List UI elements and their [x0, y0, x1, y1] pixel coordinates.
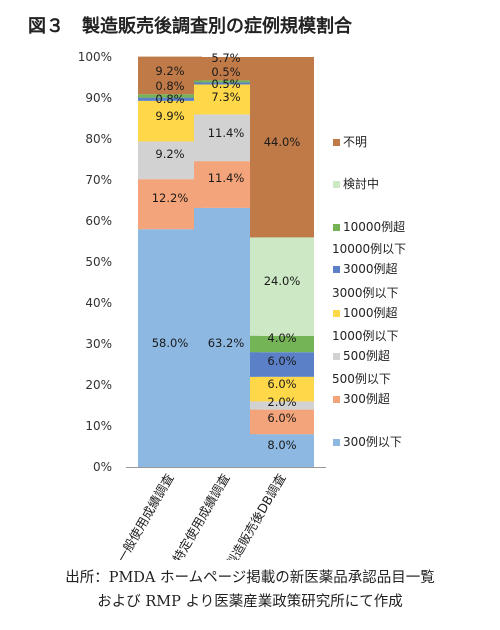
legend-label-upper: 3000例以下: [332, 286, 399, 300]
bar-segment: [194, 161, 258, 208]
data-label: 0.5%: [211, 77, 240, 91]
bar-segment: [250, 401, 314, 410]
legend-item: 1000例超 3000例以下: [332, 286, 399, 320]
legend-item: 3000例超 10000例以下: [332, 242, 406, 276]
data-label: 58.0%: [152, 336, 189, 350]
y-tick-label: 0%: [93, 460, 112, 474]
bars: 58.0%12.2%9.2%9.9%0.8%0.8%9.2%63.2%11.4%…: [138, 51, 314, 467]
data-label: 63.2%: [208, 336, 245, 350]
data-label: 0.8%: [155, 79, 184, 93]
bar-segment: [194, 57, 258, 81]
y-tick-label: 10%: [85, 419, 112, 433]
bar-stack: [250, 57, 314, 467]
data-label: 2.0%: [267, 395, 296, 409]
y-tick-label: 80%: [85, 132, 112, 146]
bar-segment: [138, 94, 202, 98]
legend-label: 10000例超: [343, 219, 405, 234]
legend-swatch: [333, 181, 340, 188]
x-category-label: 一般使用成績調査: [114, 471, 177, 560]
x-category-label: 製造販売後DB調査: [223, 471, 289, 560]
data-label: 0.8%: [155, 92, 184, 106]
data-label: 7.3%: [211, 90, 240, 104]
bar-segment: [194, 84, 258, 115]
data-label: 11.4%: [208, 126, 245, 140]
legend-swatch: [333, 310, 340, 317]
data-label: 6.0%: [267, 411, 296, 425]
bar-stack: [138, 56, 202, 467]
data-label: 5.7%: [211, 51, 240, 65]
legend-label: 不明: [343, 135, 367, 149]
data-label: 44.0%: [264, 135, 301, 149]
legend-swatch: [333, 439, 340, 446]
bar-segment: [250, 434, 314, 467]
bar-segment: [194, 80, 258, 83]
legend-item: 500例超 1000例以下: [332, 329, 399, 363]
legend-item: 検討中: [333, 176, 379, 191]
data-label: 9.2%: [155, 147, 184, 161]
bar-segment: [250, 237, 314, 336]
legend-item: 不明: [333, 135, 367, 149]
chart-title: 図３ 製造販売後調査別の症例規模割合: [28, 16, 352, 37]
legend-item: 300例以下: [333, 435, 402, 449]
legend-swatch: [333, 353, 340, 360]
bar-segment: [138, 229, 202, 467]
stacked-bar-chart: 0% 10% 20% 30% 40% 50% 60% 70% 80% 90% 100% 58.0% 1…: [78, 50, 407, 560]
data-label: 6.0%: [267, 377, 296, 391]
y-tick-label: 20%: [85, 378, 112, 392]
legend-label: 検討中: [343, 176, 379, 191]
data-label: 12.2%: [152, 191, 189, 205]
data-label: 9.9%: [155, 109, 184, 123]
data-label: 0.5%: [211, 65, 240, 79]
y-tick-label: 100%: [78, 50, 112, 64]
y-tick-label: 50%: [85, 255, 112, 269]
y-tick-label: 90%: [85, 91, 112, 105]
data-label: 24.0%: [264, 274, 301, 288]
y-tick-label: 30%: [85, 337, 112, 351]
bar-segment: [194, 114, 258, 162]
bar-segment: [138, 141, 202, 180]
y-tick-label: 70%: [85, 173, 112, 187]
bar-segment: [250, 57, 314, 238]
legend-label: 300例超: [343, 391, 390, 406]
data-label: 6.0%: [267, 354, 296, 368]
legend-item: 300例超 500例以下: [332, 372, 391, 406]
legend-swatch: [333, 139, 340, 146]
bar-segment: [250, 335, 314, 353]
bar-segment: [194, 82, 258, 85]
bar-segment: [250, 352, 314, 377]
bar-segment: [138, 100, 202, 142]
legend-swatch: [333, 266, 340, 273]
bar-segment: [194, 207, 258, 467]
data-label: 8.0%: [267, 438, 296, 452]
source-note: 出所：PMDA ホームページ掲載の新医薬品承認品目一覧 および RMP より医薬…: [0, 566, 500, 614]
source-line-2: および RMP より医薬産業政策研究所にて作成: [97, 594, 403, 610]
y-tick-label: 60%: [85, 214, 112, 228]
legend-label-upper: 1000例以下: [332, 329, 399, 343]
bar-segment: [250, 409, 314, 435]
legend-label: 500例超: [343, 348, 390, 363]
data-label: 4.0%: [267, 331, 296, 345]
legend-label: 300例以下: [343, 435, 402, 449]
legend-label: 3000例超: [343, 261, 398, 276]
legend-swatch: [333, 396, 340, 403]
legend-label: 1000例超: [343, 305, 398, 320]
legend-label-upper: 10000例以下: [332, 242, 406, 256]
source-line-1: 出所：PMDA ホームページ掲載の新医薬品承認品目一覧: [65, 570, 435, 586]
legend-item: 10000例超: [333, 219, 405, 234]
x-category-label: 特定使用成績調査: [170, 471, 233, 560]
y-tick-label: 40%: [85, 296, 112, 310]
legend-label-upper: 500例以下: [332, 372, 391, 386]
data-label: 11.4%: [208, 171, 245, 185]
legend-swatch: [333, 224, 340, 231]
data-label: 9.2%: [155, 64, 184, 78]
bar-segment: [138, 179, 202, 230]
bar-segment: [138, 56, 202, 95]
y-axis: 0% 10% 20% 30% 40% 50% 60% 70% 80% 90% 100%: [78, 50, 112, 474]
bar-segment: [250, 376, 314, 402]
bar-stack: [194, 57, 258, 467]
bar-segment: [138, 97, 202, 101]
